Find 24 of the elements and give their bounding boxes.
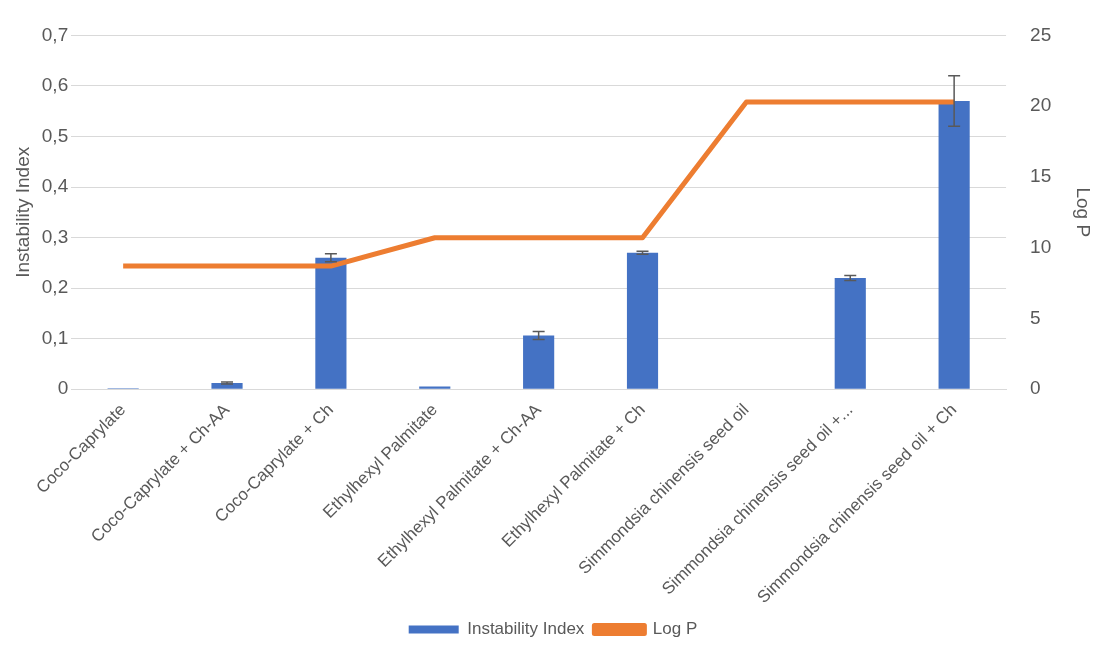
bar (834, 277, 866, 389)
bar (419, 386, 451, 389)
y2-tick-label: 10 (1030, 235, 1052, 257)
legend-label: Instability Index (467, 619, 585, 639)
y-tick-label: 0,6 (41, 74, 69, 96)
y2-tick-label: 5 (1030, 306, 1041, 328)
bar (315, 257, 347, 389)
y2-axis-title: Log P (1073, 187, 1095, 238)
y-tick-label: 0,7 (41, 23, 69, 45)
y-tick-label: 0,1 (41, 326, 69, 348)
y-tick-label: 0,5 (41, 124, 69, 146)
bar (523, 335, 555, 389)
y-tick-label: 0,2 (41, 276, 69, 298)
y2-tick-label: 0 (1030, 377, 1041, 399)
y-tick-label: 0,4 (41, 175, 69, 197)
y2-tick-label: 25 (1030, 23, 1052, 45)
y-tick-label: 0,3 (41, 225, 69, 247)
bar (626, 252, 659, 389)
y-axis-title: Instability Index (11, 146, 33, 278)
y2-tick-label: 20 (1030, 94, 1052, 116)
y2-tick-label: 15 (1030, 165, 1052, 187)
y-tick-label: 0 (57, 377, 69, 399)
legend-label: Log P (652, 619, 698, 639)
bar (938, 101, 970, 389)
